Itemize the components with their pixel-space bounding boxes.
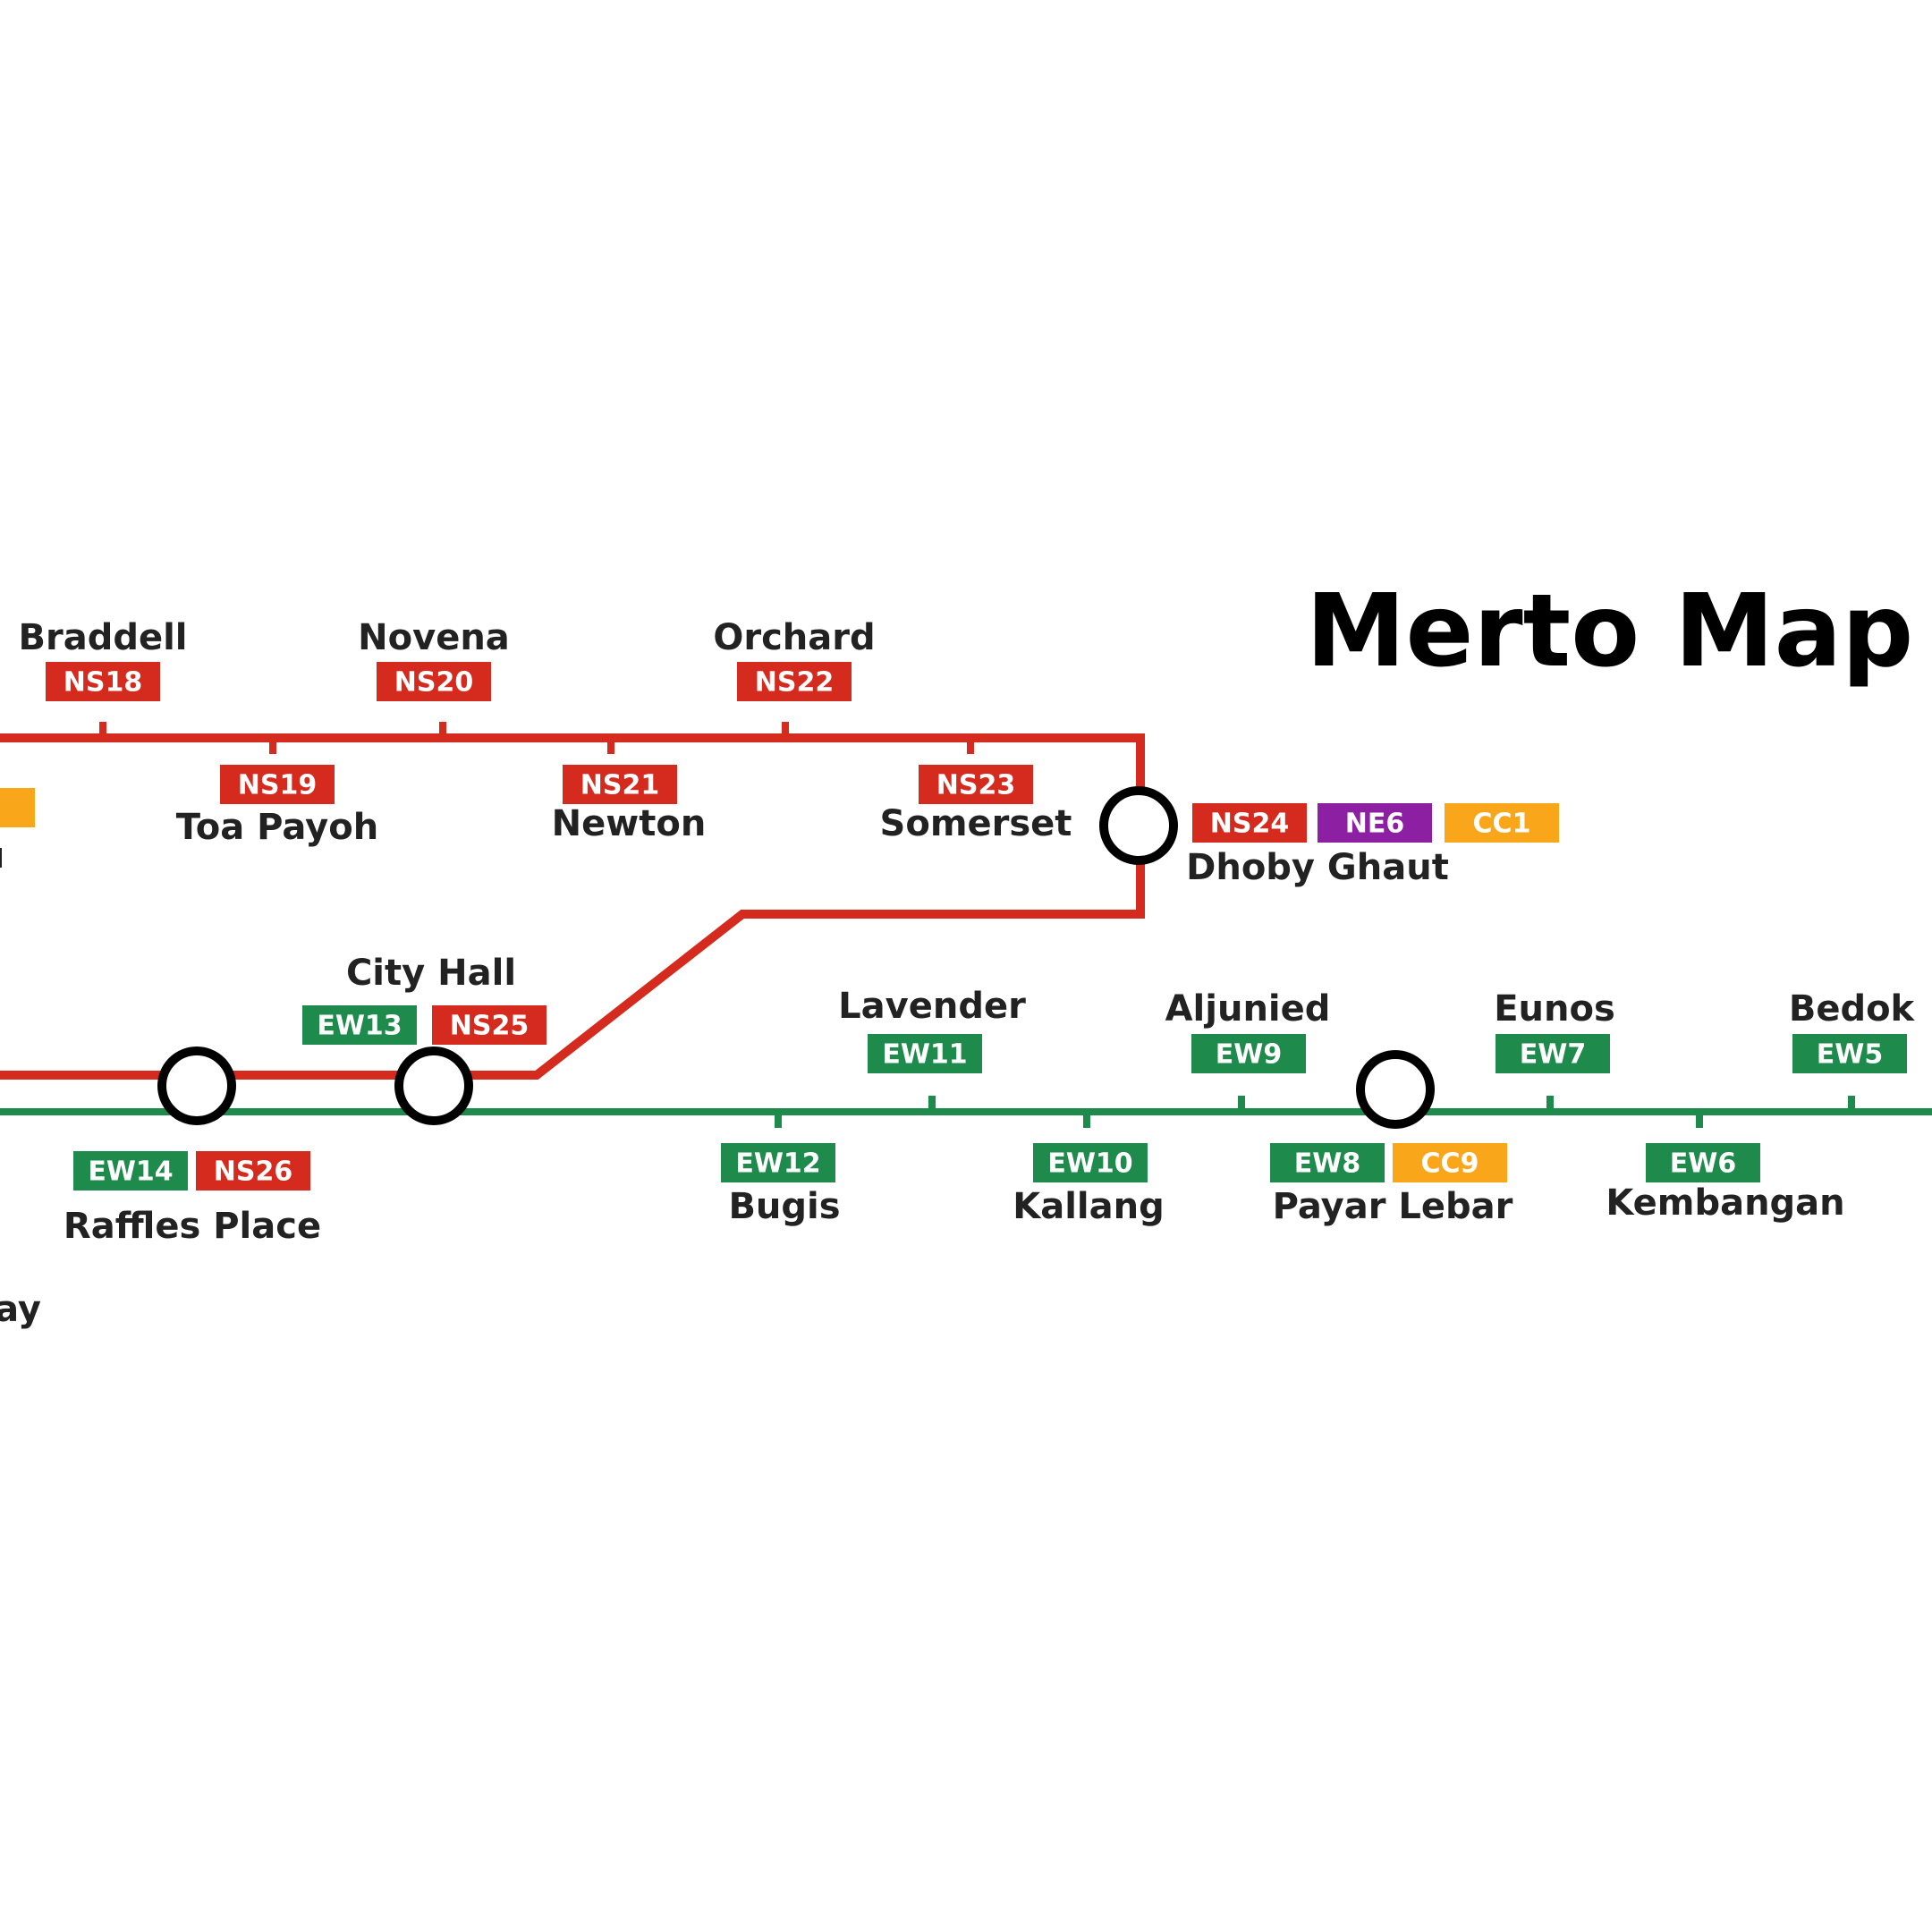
bedok-code-ew5-bg — [1792, 1034, 1907, 1073]
raffles-place-code-ns26: NS26 — [214, 1157, 292, 1188]
braddell-code-ns18-bg — [46, 662, 160, 701]
orchard-tick — [782, 722, 789, 738]
toa-payoh-code-ns19: NS19 — [238, 770, 317, 801]
orchard-code-ns22: NS22 — [755, 667, 834, 699]
braddell-tick — [99, 722, 106, 738]
kallang-code-ew10: EW10 — [1047, 1148, 1132, 1180]
orchard-code-ns22-bg — [737, 662, 852, 701]
dhoby-ghaut-code-cc1-bg — [1445, 803, 1559, 843]
bugis-tick — [775, 1112, 782, 1128]
kallang-code-ew10-bg — [1033, 1143, 1148, 1182]
toa-payoh-name: Toa Payoh — [176, 807, 378, 848]
raffles-place-interchange-marker — [157, 1046, 236, 1125]
raffles-place-code-ew14: EW14 — [88, 1157, 173, 1188]
newton-code-ns21: NS21 — [580, 770, 659, 801]
partial-name-fragment — [0, 848, 2, 868]
newton-code-ns21-bg — [563, 765, 677, 804]
kallang-name: Kallang — [1013, 1186, 1165, 1227]
kembangan-name: Kembangan — [1606, 1182, 1844, 1224]
eunos-code-ew7-bg — [1496, 1034, 1610, 1073]
somerset-tick — [967, 738, 974, 754]
marina-bay-partial-name: ay — [0, 1289, 41, 1330]
bugis-code-ew12: EW12 — [735, 1148, 820, 1180]
city-hall-code-ew13-bg — [302, 1005, 417, 1045]
bugis-name: Bugis — [728, 1186, 840, 1227]
dhoby-ghaut-code-ne6-bg — [1318, 803, 1432, 843]
newton-tick — [607, 738, 614, 754]
braddell-code-ns18: NS18 — [64, 667, 142, 699]
toa-payoh-tick — [269, 738, 276, 754]
city-hall-name: City Hall — [346, 953, 516, 994]
toa-payoh-code-ns19-bg — [220, 765, 335, 804]
aljunied-tick — [1238, 1096, 1245, 1112]
payar-lebar-interchange-marker — [1356, 1050, 1435, 1129]
city-hall-code-ns25-bg — [432, 1005, 547, 1045]
payar-lebar-code-cc9: CC9 — [1421, 1148, 1479, 1180]
lavender-code-ew11: EW11 — [882, 1039, 967, 1071]
newton-name: Newton — [552, 803, 707, 844]
cc15-partial-badge-bg — [0, 788, 35, 827]
dhoby-ghaut-code-ns24: NS24 — [1210, 809, 1289, 840]
kembangan-code-ew6: EW6 — [1670, 1148, 1736, 1180]
payar-lebar-name: Payar Lebar — [1273, 1186, 1513, 1227]
lavender-tick — [928, 1096, 936, 1112]
raffles-place-code-ns26-bg — [196, 1151, 310, 1191]
aljunied-name: Aljunied — [1165, 988, 1331, 1030]
bedok-tick — [1848, 1096, 1855, 1112]
novena-code-ns20-bg — [377, 662, 491, 701]
dhoby-ghaut-interchange-marker — [1099, 786, 1178, 865]
somerset-name: Somerset — [880, 803, 1072, 844]
map-title: Merto Map — [1306, 573, 1914, 690]
novena-tick — [439, 722, 446, 738]
city-hall-interchange-marker — [394, 1046, 473, 1125]
payar-lebar-code-ew8: EW8 — [1294, 1148, 1360, 1180]
cc15-partial-badge: :15 — [0, 793, 2, 825]
dhoby-ghaut-code-cc1: CC1 — [1473, 809, 1531, 840]
dhoby-ghaut-code-ne6: NE6 — [1345, 809, 1404, 840]
lavender-code-ew11-bg — [868, 1034, 982, 1073]
aljunied-code-ew9: EW9 — [1216, 1039, 1282, 1071]
dhoby-ghaut-code-ns24-bg — [1192, 803, 1307, 843]
somerset-code-ns23: NS23 — [936, 770, 1015, 801]
eunos-code-ew7: EW7 — [1520, 1039, 1586, 1071]
novena-name: Novena — [358, 617, 510, 658]
orchard-name: Orchard — [713, 617, 875, 658]
kembangan-code-ew6-bg — [1646, 1143, 1760, 1182]
dhoby-ghaut-name: Dhoby Ghaut — [1186, 847, 1449, 888]
bugis-code-ew12-bg — [721, 1143, 835, 1182]
eunos-name: Eunos — [1494, 988, 1615, 1030]
payar-lebar-code-ew8-bg — [1270, 1143, 1385, 1182]
city-hall-code-ew13: EW13 — [317, 1011, 402, 1042]
somerset-code-ns23-bg — [919, 765, 1033, 804]
raffles-place-name: Raffles Place — [64, 1206, 321, 1247]
payar-lebar-code-cc9-bg — [1393, 1143, 1507, 1182]
novena-code-ns20: NS20 — [394, 667, 473, 699]
bedok-code-ew5: EW5 — [1817, 1039, 1883, 1071]
kembangan-tick — [1696, 1112, 1703, 1128]
eunos-tick — [1546, 1096, 1554, 1112]
lavender-name: Lavender — [838, 986, 1026, 1027]
city-hall-code-ns25: NS25 — [450, 1011, 529, 1042]
braddell-name: Braddell — [18, 617, 187, 658]
kallang-tick — [1083, 1112, 1090, 1128]
raffles-place-code-ew14-bg — [73, 1151, 188, 1191]
aljunied-code-ew9-bg — [1191, 1034, 1306, 1073]
bedok-name: Bedok — [1789, 988, 1916, 1030]
